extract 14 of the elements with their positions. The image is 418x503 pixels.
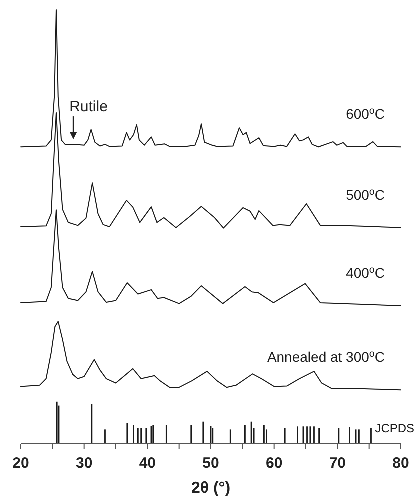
annotation: Rutile: [70, 98, 108, 116]
x-tick-label: 20: [12, 455, 30, 472]
x-tick-label: 30: [76, 455, 93, 472]
series-label: 400$^{o}$C: [346, 264, 385, 281]
x-tick-label: 70: [329, 455, 346, 472]
x-tick-label: 50: [202, 455, 220, 472]
series-label: Annealed at 300$^{o}$C: [267, 348, 385, 366]
x-axis-title: 2θ (°): [191, 480, 231, 497]
x-tick-label: 80: [392, 455, 410, 472]
x-tick-label: 40: [139, 455, 156, 472]
series-label: 600$^{o}$C: [346, 106, 385, 122]
x-tick-label: 60: [266, 455, 283, 472]
series-label: 500$^{o}$C: [346, 186, 385, 203]
series-label: JCPDS: [375, 421, 415, 436]
